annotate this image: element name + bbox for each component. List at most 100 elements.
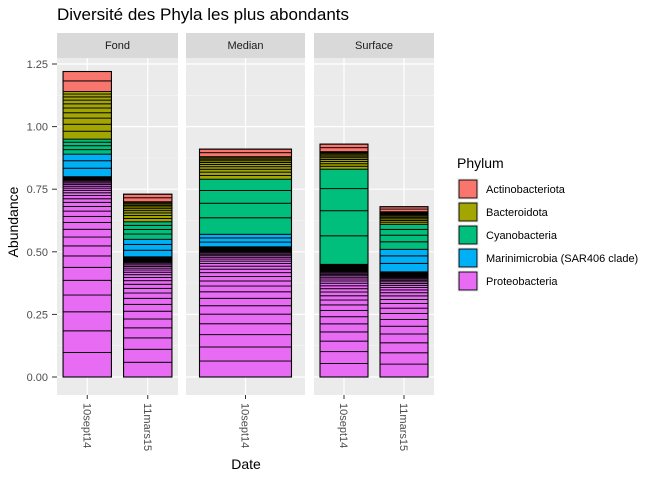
bar-segment — [62, 112, 112, 119]
bar-segment — [379, 307, 429, 314]
bar-segment — [319, 235, 369, 265]
legend-label: Actinobacteriota — [486, 184, 566, 196]
bar-segment — [199, 305, 292, 315]
bar-segment — [123, 277, 173, 282]
stacked-bar — [379, 206, 429, 378]
bar-segment — [62, 221, 112, 230]
bar-segment — [62, 311, 112, 332]
facet-strip — [314, 33, 434, 58]
bar-segment — [62, 138, 112, 143]
facet-strip-label: Median — [227, 40, 263, 52]
bar-segment — [319, 168, 369, 190]
bar-segment — [123, 297, 173, 305]
legend-label: Marinimicrobia (SAR406 clade) — [486, 253, 638, 265]
bar-segment — [62, 215, 112, 223]
bar-segment — [199, 346, 292, 362]
facet-strip-label: Fond — [105, 40, 130, 52]
bar-segment — [199, 280, 292, 287]
bar-outline — [62, 70, 113, 378]
facet-strip — [57, 33, 178, 58]
bar-segment — [199, 297, 292, 307]
bar-segment — [379, 292, 429, 297]
bar-segment — [379, 325, 429, 335]
bar-segment — [199, 291, 292, 299]
y-axis-title: Abundance — [5, 186, 21, 257]
bar-segment — [199, 202, 292, 219]
stacked-bar — [123, 193, 173, 378]
legend-swatch — [458, 271, 478, 291]
bar-segment — [123, 318, 173, 329]
bar-segment — [123, 197, 173, 203]
bar-segment — [62, 160, 112, 169]
bar-segment — [199, 171, 292, 176]
bar-segment — [379, 262, 429, 273]
bar-outline — [379, 206, 429, 378]
bar-segment — [379, 234, 429, 243]
bar-outline — [198, 148, 293, 378]
x-tick-label: 10sept14 — [337, 403, 349, 448]
y-tick-label: 1.25 — [27, 59, 48, 71]
y-tick-label: 0.25 — [27, 309, 48, 321]
bar-segment — [123, 303, 173, 312]
bar-segment — [199, 233, 292, 239]
bar-segment — [319, 304, 369, 311]
bar-segment — [319, 340, 369, 353]
bar-segment — [319, 291, 369, 297]
bar-segment — [199, 285, 292, 293]
bar-segment — [62, 99, 112, 105]
x-tick-label: 10sept14 — [239, 403, 251, 448]
bar-segment — [62, 153, 112, 162]
bar-segment — [123, 337, 173, 350]
bar-segment — [199, 276, 292, 282]
bar-segment — [123, 243, 173, 251]
bar-segment — [199, 265, 292, 270]
bar-segment — [123, 221, 173, 226]
bar-segment — [62, 167, 112, 178]
facet-strip — [186, 33, 305, 58]
bar-segment — [123, 217, 173, 223]
bar-segment — [62, 130, 112, 140]
bar-segment — [62, 245, 112, 257]
bar-segment — [379, 312, 429, 320]
bar-segment — [199, 268, 292, 274]
bar-segment — [123, 283, 173, 289]
bar-segment — [62, 266, 112, 281]
legend-swatch — [458, 179, 478, 199]
bar-segment — [62, 351, 112, 378]
bar-segment — [62, 198, 112, 203]
legend-label: Cyanobacteria — [486, 230, 558, 242]
bar-segment — [199, 189, 292, 204]
bar-segment — [62, 255, 112, 268]
bar-segment — [199, 217, 292, 235]
bar-segment — [379, 342, 429, 354]
x-tick-label: 10sept14 — [80, 403, 92, 448]
facet-strip-label: Surface — [355, 40, 393, 52]
bar-segment — [62, 96, 112, 101]
bar-segment — [199, 313, 292, 325]
bar-segment — [62, 210, 112, 217]
bar-segment — [379, 241, 429, 250]
bar-segment — [123, 361, 173, 378]
bar-segment — [199, 152, 292, 158]
legend-title: Phylum — [457, 155, 504, 171]
bar-segment — [62, 195, 112, 200]
bar-segment — [319, 351, 369, 364]
bar-segment — [123, 233, 173, 240]
bar-segment — [199, 272, 292, 277]
bar-segment — [62, 141, 112, 147]
bar-segment — [62, 279, 112, 296]
bar-segment — [319, 147, 369, 153]
bar-segment — [379, 228, 429, 236]
bar-segment — [199, 178, 292, 191]
bar-segment — [319, 323, 369, 333]
bar-segment — [62, 149, 112, 155]
bar-segment — [123, 249, 173, 258]
y-tick-label: 0.50 — [27, 247, 48, 259]
bar-outline — [123, 193, 173, 378]
bar-segment — [62, 107, 112, 114]
legend-label: Bacteroidota — [486, 207, 549, 219]
bar-segment — [62, 201, 112, 207]
y-tick-label: 0.00 — [27, 372, 48, 384]
